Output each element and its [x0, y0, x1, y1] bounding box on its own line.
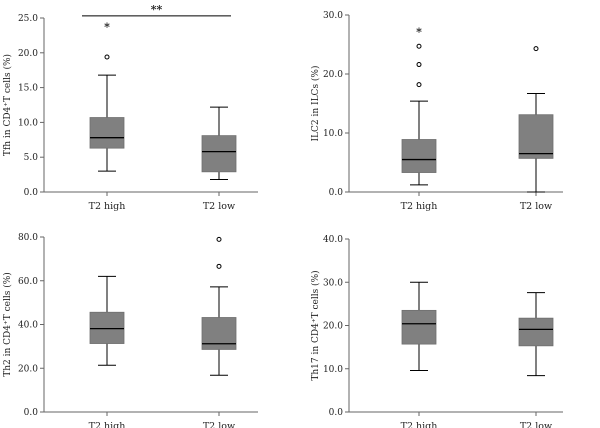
panel-1-y-tick-label: 0.0 — [24, 188, 39, 198]
panel-3-t2-low-outlier-circle — [216, 236, 222, 242]
panel-2-category-label: T2 high — [401, 201, 438, 212]
panel-3-y-tick-label: 60.0 — [18, 277, 38, 287]
panel-4-t2-low-box — [518, 317, 554, 347]
panel-3-y-tick-label: 20.0 — [18, 364, 38, 374]
panel-1-category-label: T2 high — [89, 201, 126, 212]
panel-1-category-label: T2 low — [203, 201, 235, 212]
panel-4-y-tick-label: 10.0 — [323, 365, 343, 375]
panel-4-category-label: T2 low — [520, 421, 552, 428]
panel-2-t2-high-outlier-star: * — [416, 26, 422, 39]
panel-4-y-tick-label: 20.0 — [323, 322, 343, 332]
panel-1-y-tick-label: 5.0 — [24, 153, 39, 163]
panel-1-y-tick-label: 15.0 — [18, 84, 38, 94]
panel-1-t2-high-box — [89, 117, 125, 149]
panel-2-y-axis-title: ILC2 in ILCs (%) — [310, 65, 321, 141]
panel-2-y-tick-label: 0.0 — [329, 188, 344, 198]
panel-1-t2-low-box — [201, 135, 237, 173]
panel-2-category-label: T2 low — [520, 201, 552, 212]
panel-2-t2-high-outlier-circle — [416, 62, 422, 68]
panel-2-t2-low-outlier-circle — [533, 46, 539, 52]
panel-2-y-tick-label: 30.0 — [323, 11, 343, 21]
panel-3-t2-low-box — [201, 317, 237, 350]
panel-3-t2-high-box — [89, 311, 125, 344]
panel-4-y-tick-label: 30.0 — [323, 278, 343, 288]
panel-4-y-tick-label: 40.0 — [323, 235, 343, 245]
panel-1-t2-high-outlier-circle — [104, 54, 110, 60]
panel-3-y-tick-label: 0.0 — [24, 408, 39, 418]
panel-2-t2-high-outlier-circle — [416, 82, 422, 88]
panel-1-y-axis-title: Tfh in CD4⁺T cells (%) — [2, 54, 13, 156]
panel-3-category-label: T2 low — [203, 421, 235, 428]
panel-4-y-axis-title: Th17 in CD4⁺T cells (%) — [310, 270, 321, 380]
panel-2-t2-high-outlier-circle — [416, 43, 422, 49]
panel-2-y-tick-label: 10.0 — [323, 129, 343, 139]
panel-3-t2-low-outlier-circle — [216, 263, 222, 269]
panel-4-y-tick-label: 0.0 — [329, 408, 344, 418]
panel-4-category-label: T2 high — [401, 421, 438, 428]
panel-3-y-tick-label: 40.0 — [18, 321, 38, 331]
panel-1-y-tick-label: 10.0 — [18, 118, 38, 128]
panel-2-y-tick-label: 20.0 — [323, 70, 343, 80]
panel-3-category-label: T2 high — [89, 421, 126, 428]
panel-3-y-tick-label: 80.0 — [18, 233, 38, 243]
panel-1-y-tick-label: 20.0 — [18, 49, 38, 59]
panel-1-t2-high-outlier-star: * — [104, 20, 110, 33]
panel-3-y-axis-title: Th2 in CD4⁺T cells (%) — [2, 272, 13, 377]
panel-2-t2-low-box — [518, 114, 554, 159]
panel-4-t2-high-box — [401, 309, 437, 345]
panel-2-t2-high-box — [401, 139, 437, 173]
panel-1-y-tick-label: 25.0 — [18, 14, 38, 24]
panel-1-significance-label: ** — [151, 3, 163, 16]
